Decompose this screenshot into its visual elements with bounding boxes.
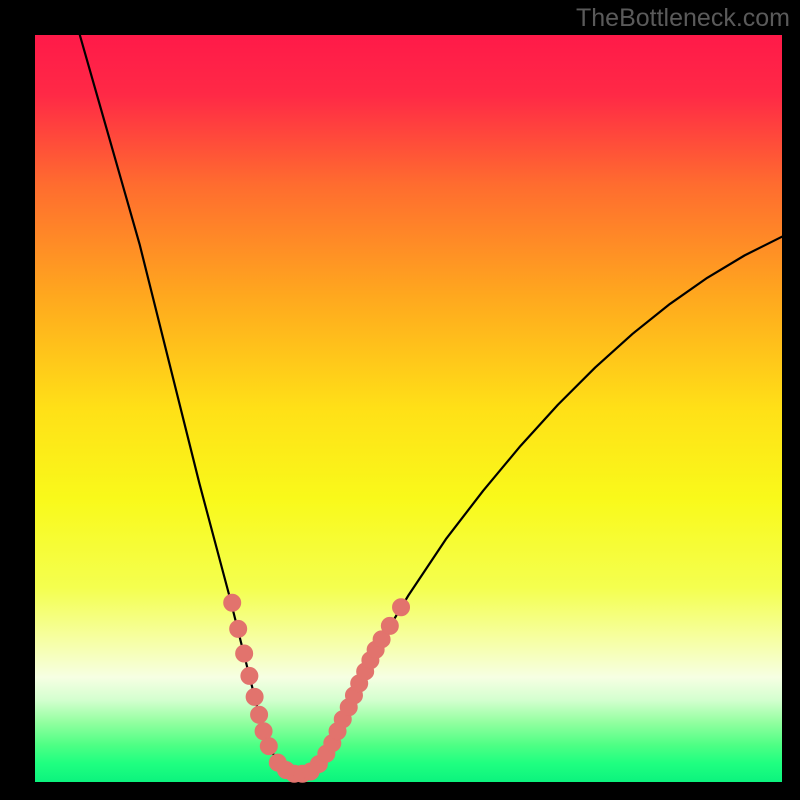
marker-dot bbox=[381, 617, 398, 634]
marker-dot bbox=[255, 723, 272, 740]
marker-dot bbox=[236, 645, 253, 662]
marker-dot bbox=[393, 599, 410, 616]
marker-dot bbox=[224, 594, 241, 611]
marker-dot bbox=[246, 688, 263, 705]
v-curve bbox=[80, 35, 782, 775]
plot-area bbox=[35, 35, 782, 782]
watermark-text: TheBottleneck.com bbox=[576, 4, 790, 33]
marker-dot bbox=[260, 738, 277, 755]
chart-stage: TheBottleneck.com bbox=[0, 0, 800, 800]
marker-dot bbox=[230, 620, 247, 637]
curve-layer bbox=[35, 35, 782, 782]
marker-dot bbox=[251, 706, 268, 723]
marker-dot bbox=[241, 667, 258, 684]
